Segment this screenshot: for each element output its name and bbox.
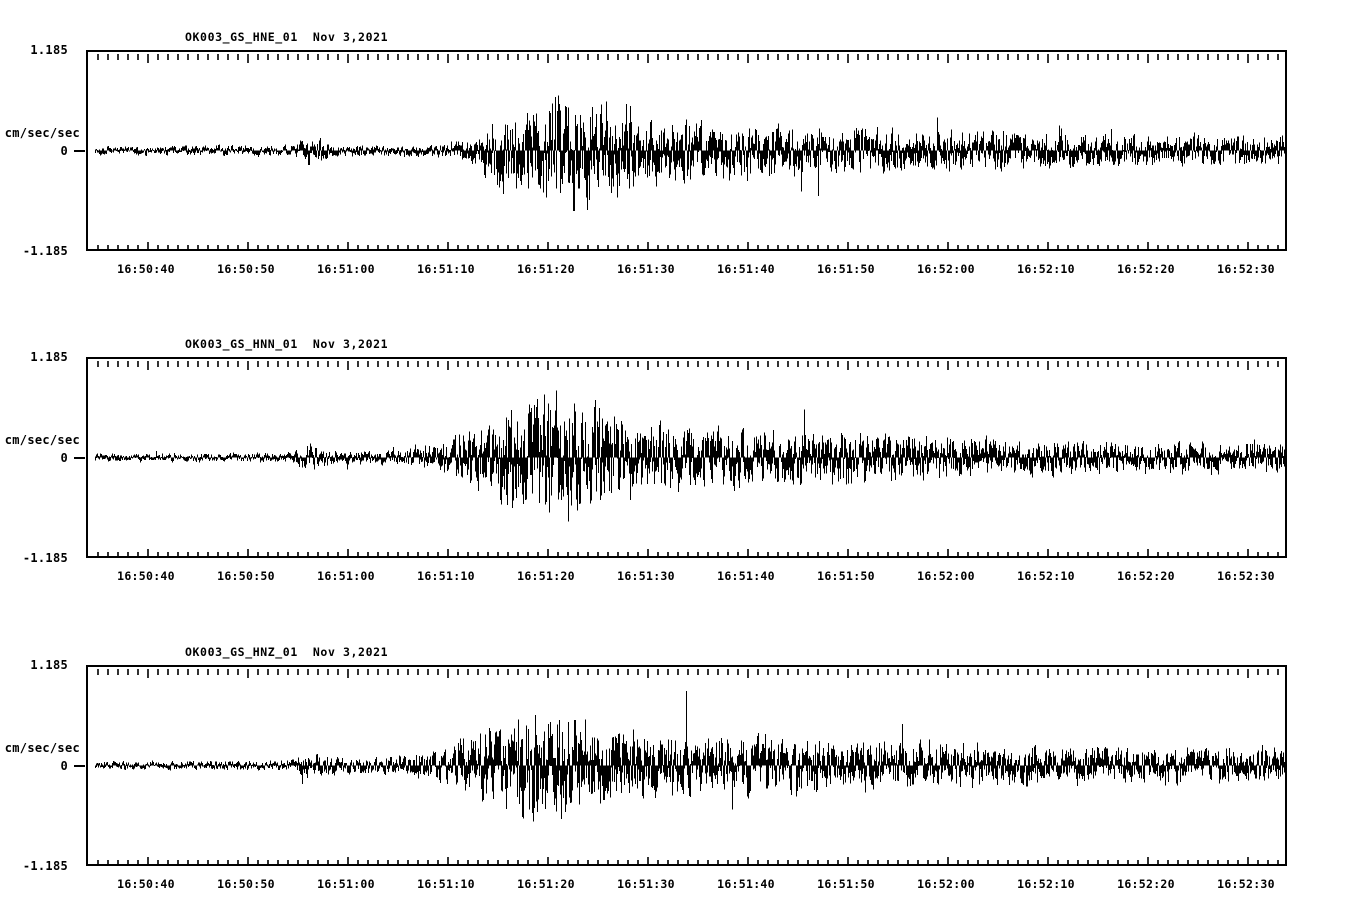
waveform-trace: [95, 95, 1286, 212]
x-axis-tick-label: 16:52:20: [1117, 877, 1175, 891]
x-axis-tick-label: 16:52:30: [1217, 262, 1275, 276]
x-axis-tick-label: 16:51:00: [317, 877, 375, 891]
x-axis-tick-label: 16:51:20: [517, 877, 575, 891]
plot-frame: [86, 665, 1287, 866]
x-axis-tick-label: 16:52:10: [1017, 877, 1075, 891]
y-axis-min-label: -1.185: [22, 244, 68, 258]
x-axis-tick-label: 16:51:00: [317, 262, 375, 276]
x-axis-tick-label: 16:51:10: [417, 262, 475, 276]
x-axis-tick-label: 16:50:50: [217, 569, 275, 583]
panel-title: OK003_GS_HNZ_01 Nov 3,2021: [185, 645, 389, 659]
x-axis-tick-label: 16:51:50: [817, 877, 875, 891]
y-axis-min-label: -1.185: [22, 551, 68, 565]
x-axis-tick-label: 16:50:50: [217, 262, 275, 276]
y-axis-max-label: 1.185: [30, 350, 68, 364]
x-axis-tick-label: 16:51:40: [717, 262, 775, 276]
x-axis-tick-label: 16:51:20: [517, 569, 575, 583]
x-axis-tick-label: 16:51:10: [417, 569, 475, 583]
y-axis-zero-label: 0: [60, 450, 68, 465]
x-axis-tick-label: 16:51:30: [617, 569, 675, 583]
x-axis-tick-label: 16:52:10: [1017, 569, 1075, 583]
y-axis-zero-tick: [74, 764, 85, 767]
x-axis-tick-label: 16:51:20: [517, 262, 575, 276]
y-axis-zero-label: 0: [60, 143, 68, 158]
x-axis-tick-label: 16:50:40: [117, 262, 175, 276]
x-axis-tick-label: 16:51:40: [717, 877, 775, 891]
panel-title: OK003_GS_HNE_01 Nov 3,2021: [185, 30, 389, 44]
x-axis-tick-label: 16:50:40: [117, 877, 175, 891]
y-axis-min-label: -1.185: [22, 859, 68, 873]
x-axis-tick-label: 16:51:30: [617, 877, 675, 891]
x-axis-tick-label: 16:52:20: [1117, 569, 1175, 583]
x-axis-tick-label: 16:51:00: [317, 569, 375, 583]
x-axis-tick-label: 16:51:50: [817, 262, 875, 276]
x-axis-tick-label: 16:51:50: [817, 569, 875, 583]
y-axis-units-label: cm/sec/sec: [4, 432, 80, 447]
waveform-trace: [95, 390, 1286, 522]
x-axis-tick-label: 16:51:30: [617, 262, 675, 276]
x-axis-tick-label: 16:52:10: [1017, 262, 1075, 276]
x-axis-tick-label: 16:52:30: [1217, 569, 1275, 583]
y-axis-units-label: cm/sec/sec: [4, 740, 80, 755]
x-axis-tick-label: 16:50:40: [117, 569, 175, 583]
x-axis-tick-label: 16:51:10: [417, 877, 475, 891]
y-axis-units-label: cm/sec/sec: [4, 125, 80, 140]
x-axis-tick-label: 16:52:00: [917, 877, 975, 891]
plot-frame: [86, 50, 1287, 251]
y-axis-zero-label: 0: [60, 758, 68, 773]
x-axis-tick-label: 16:50:50: [217, 877, 275, 891]
plot-frame: [86, 357, 1287, 558]
x-axis-tick-label: 16:51:40: [717, 569, 775, 583]
x-axis-tick-label: 16:52:00: [917, 569, 975, 583]
y-axis-max-label: 1.185: [30, 658, 68, 672]
y-axis-zero-tick: [74, 456, 85, 459]
x-axis-tick-label: 16:52:30: [1217, 877, 1275, 891]
y-axis-max-label: 1.185: [30, 43, 68, 57]
y-axis-zero-tick: [74, 149, 85, 152]
x-axis-tick-label: 16:52:00: [917, 262, 975, 276]
x-axis-tick-label: 16:52:20: [1117, 262, 1175, 276]
panel-title: OK003_GS_HNN_01 Nov 3,2021: [185, 337, 389, 351]
waveform-trace: [95, 691, 1286, 822]
